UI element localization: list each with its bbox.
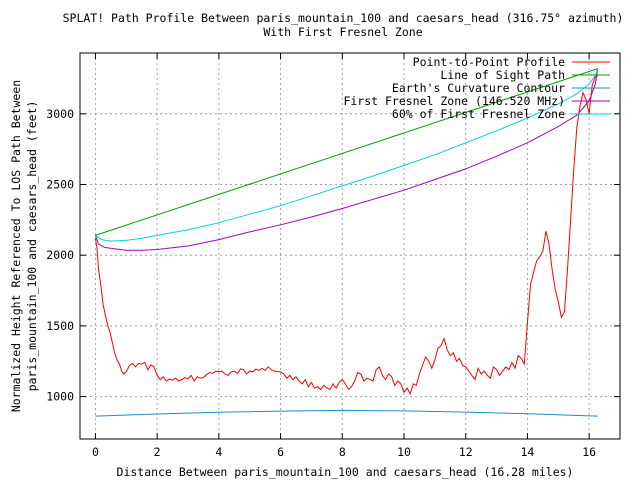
series-line-line-of-sight-path	[95, 68, 598, 236]
x-tick-label: 16	[582, 445, 596, 459]
legend-label-line-of-sight-path: Line of Sight Path	[440, 68, 565, 82]
chart-title-line-1: SPLAT! Path Profile Between paris_mounta…	[63, 11, 624, 25]
y-axis-label-line-1: Normalized Height Referenced To LOS Path…	[9, 80, 23, 412]
series-line-60-of-first-fresnel-zone	[95, 68, 599, 242]
legend-label-first-fresnel-zone-146-520-mhz: First Fresnel Zone (146.520 MHz)	[343, 94, 565, 108]
x-tick-label: 4	[215, 445, 222, 459]
x-tick-label: 6	[277, 445, 284, 459]
series-line-first-fresnel-zone-146-520-mhz	[94, 68, 599, 251]
x-axis-label: Distance Between paris_mountain_100 and …	[117, 465, 574, 479]
x-tick-label: 12	[459, 445, 473, 459]
y-tick-label: 1500	[46, 319, 74, 333]
x-tick-label: 14	[520, 445, 534, 459]
chart-title-line-2: With First Fresnel Zone	[263, 25, 422, 39]
x-tick-label: 8	[339, 445, 346, 459]
x-tick-label: 10	[397, 445, 411, 459]
series-line-point-to-point-profile	[94, 75, 599, 396]
y-tick-label: 1000	[46, 390, 74, 404]
series-lines	[94, 68, 599, 417]
legend-label-point-to-point-profile: Point-to-Point Profile	[413, 55, 565, 69]
y-tick-label: 3000	[46, 107, 74, 121]
grid-lines	[80, 53, 620, 439]
plot-frame	[79, 52, 621, 440]
legend-label-earth-s-curvature-contour: Earth's Curvature Contour	[392, 81, 565, 95]
y-axis-label-line-2: paris_mountain_100 and caesars_head (fee…	[25, 101, 39, 392]
x-tick-label: 0	[92, 445, 99, 459]
y-tick-label: 2000	[46, 248, 74, 262]
legend-label-60-of-first-fresnel-zone: 60% of First Fresnel Zone	[392, 107, 565, 121]
axis-ticks: 0 2 4 6 8 10 12 14 16 1000 1500 2000 2500 3000	[46, 53, 620, 459]
y-tick-label: 2500	[46, 177, 74, 191]
x-tick-label: 2	[154, 445, 161, 459]
series-line-earth-s-curvature-contour	[95, 409, 598, 417]
